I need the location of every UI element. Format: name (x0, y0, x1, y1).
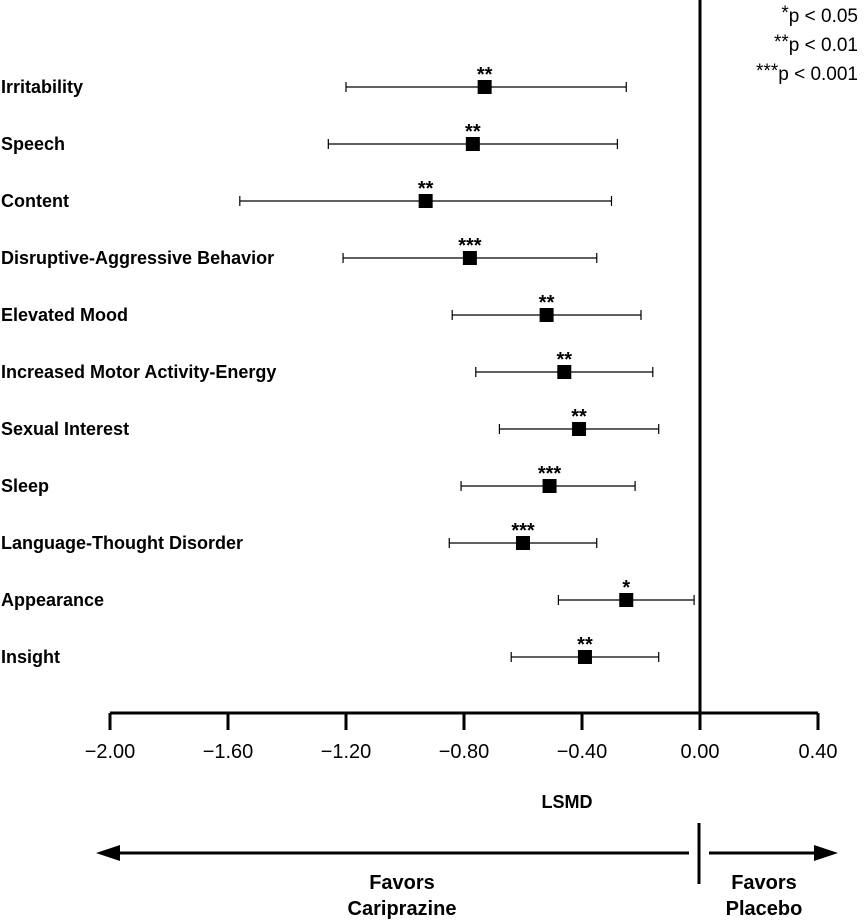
favors-annotation: Favors Cariprazine Favors Placebo (96, 823, 838, 920)
point-estimate (557, 365, 572, 379)
row-label: Appearance (1, 590, 104, 610)
row-label: Sexual Interest (1, 419, 129, 439)
significance-stars: ** (418, 178, 434, 200)
significance-stars: ** (465, 121, 481, 143)
point-estimate (465, 137, 480, 151)
legend-threshold: p < 0.05 (789, 6, 858, 27)
forest-row: Elevated Mood ** (1, 292, 642, 325)
legend-entry: *p < 0.05 (781, 3, 858, 27)
forest-row: Appearance * (1, 577, 695, 610)
favors-right-line1: Favors (731, 872, 797, 894)
x-tick-label: −1.20 (321, 741, 372, 763)
row-label: Disruptive-Aggressive Behavior (1, 248, 274, 268)
forest-row: Content ** (1, 178, 613, 211)
significance-stars: ** (539, 292, 555, 314)
x-tick-label: 0.00 (681, 741, 720, 763)
row-label: Content (1, 191, 69, 211)
favors-right-line2: Placebo (726, 898, 803, 920)
row-label: Insight (1, 647, 60, 667)
point-estimate (539, 308, 554, 322)
point-estimate (516, 536, 530, 550)
row-label: Increased Motor Activity-Energy (1, 362, 276, 382)
legend-stars: ** (774, 32, 789, 53)
x-tick-label: 0.40 (799, 741, 838, 763)
point-estimate (619, 593, 634, 607)
significance-stars: *** (458, 235, 482, 257)
favors-left-line1: Favors (369, 872, 435, 894)
point-estimate (418, 194, 433, 208)
forest-row: Sexual Interest ** (1, 406, 660, 439)
favors-left-line2: Cariprazine (348, 898, 457, 920)
legend-stars: * (781, 3, 789, 24)
favors-right-arrowhead (814, 845, 838, 861)
forest-row: Insight ** (1, 634, 660, 667)
row-label: Sleep (1, 476, 49, 496)
x-axis-title: LSMD (542, 792, 593, 812)
forest-row: Sleep *** (1, 463, 636, 496)
forest-row: Disruptive-Aggressive Behavior *** (1, 235, 598, 268)
forest-row: Increased Motor Activity-Energy ** (1, 349, 654, 382)
x-tick-label: −0.40 (557, 741, 608, 763)
row-label: Speech (1, 134, 65, 154)
significance-stars: ** (571, 406, 587, 428)
significance-stars: ** (477, 64, 493, 86)
row-label: Language-Thought Disorder (1, 533, 243, 553)
favors-left-arrowhead (96, 845, 120, 861)
legend-stars: *** (756, 61, 779, 82)
forest-row: Speech ** (1, 121, 619, 154)
significance-stars: *** (538, 463, 562, 485)
significance-legend: *p < 0.05**p < 0.01***p < 0.001 (756, 3, 858, 85)
legend-threshold: p < 0.001 (778, 64, 858, 85)
legend-threshold: p < 0.01 (789, 35, 858, 56)
forest-row: Language-Thought Disorder *** (1, 520, 598, 553)
row-label: Irritability (1, 77, 83, 97)
forest-row: Irritability ** (1, 64, 627, 97)
rows-layer: Irritability ** Speech ** Content ** Disruptiv… (1, 64, 695, 667)
significance-stars: *** (511, 520, 535, 542)
point-estimate (577, 650, 592, 664)
point-estimate (477, 80, 492, 94)
legend-entry: ***p < 0.001 (756, 61, 858, 85)
x-tick-label: −1.60 (203, 741, 254, 763)
x-tick-label: −0.80 (439, 741, 490, 763)
x-tick-label: −2.00 (85, 741, 136, 763)
significance-stars: * (622, 577, 630, 599)
legend-entry: **p < 0.01 (774, 32, 858, 56)
point-estimate (542, 479, 557, 493)
x-axis: −2.00 −1.60 −1.20 −0.80 −0.40 0.00 0.40 LSMD (85, 0, 838, 812)
row-label: Elevated Mood (1, 305, 128, 325)
significance-stars: ** (577, 634, 593, 656)
point-estimate (462, 251, 477, 265)
point-estimate (572, 422, 587, 436)
significance-stars: ** (557, 349, 573, 371)
